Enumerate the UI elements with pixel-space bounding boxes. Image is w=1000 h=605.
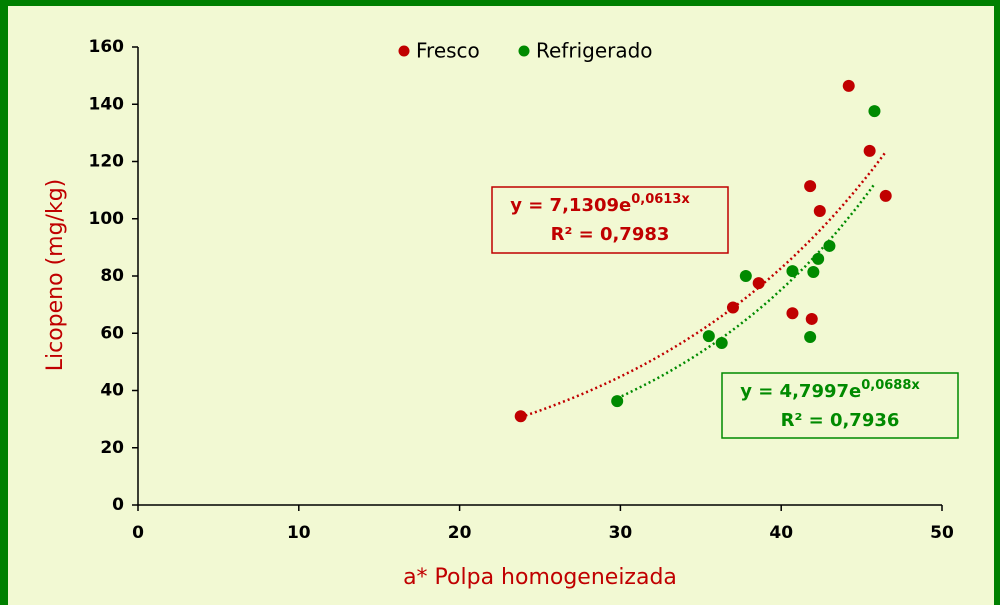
y-tick-label: 40 — [100, 381, 124, 401]
x-tick-label: 10 — [287, 523, 311, 543]
point — [804, 330, 817, 343]
point — [868, 105, 881, 118]
y-tick-label: 100 — [89, 209, 125, 229]
point — [752, 277, 765, 290]
y-tick-label: 160 — [89, 37, 125, 57]
x-tick-label: 20 — [448, 523, 472, 543]
point — [702, 330, 715, 343]
x-tick-label: 0 — [132, 523, 144, 543]
legend-label: Refrigerado — [536, 39, 653, 63]
point — [863, 144, 876, 157]
equation-exponent: 0,0688x — [861, 378, 920, 393]
point — [715, 336, 728, 349]
y-tick-label: 120 — [89, 152, 125, 172]
background — [8, 6, 994, 605]
equation-base: y = 7,1309e — [510, 195, 631, 216]
y-axis-title: Licopeno (mg/kg) — [43, 179, 68, 372]
point — [804, 180, 817, 193]
point — [807, 265, 820, 278]
y-tick-label: 140 — [89, 94, 125, 114]
r-squared: R² = 0,7983 — [551, 224, 670, 245]
x-tick-label: 40 — [769, 523, 793, 543]
point — [739, 270, 752, 282]
point — [879, 189, 892, 202]
x-tick-label: 50 — [930, 523, 954, 543]
point — [786, 307, 799, 320]
point — [786, 265, 799, 278]
point — [726, 301, 739, 314]
point — [805, 312, 818, 325]
point — [611, 395, 624, 408]
point — [514, 410, 527, 423]
equation-box — [721, 372, 959, 439]
r-squared: R² = 0,7936 — [781, 410, 900, 431]
point — [823, 239, 836, 252]
trendline — [616, 183, 876, 400]
y-tick-label: 60 — [100, 323, 124, 343]
x-tick-label: 30 — [609, 523, 633, 543]
point — [813, 205, 826, 218]
legend-marker — [398, 45, 410, 57]
equation-exponent: 0,0613x — [631, 192, 690, 207]
legend-label: Fresco — [416, 39, 480, 63]
equation: y = 7,1309e0,0613x — [510, 192, 690, 217]
point — [812, 252, 825, 265]
equation-base: y = 4,7997e — [740, 381, 861, 402]
y-tick-label: 80 — [100, 266, 124, 286]
equation-box — [491, 186, 729, 254]
point — [842, 79, 855, 92]
y-tick-label: 20 — [100, 438, 124, 458]
equation: y = 4,7997e0,0688x — [740, 378, 920, 403]
y-tick-label: 0 — [112, 495, 124, 515]
legend-marker — [518, 45, 530, 57]
x-axis-title: a* Polpa homogeneizada — [403, 565, 677, 590]
